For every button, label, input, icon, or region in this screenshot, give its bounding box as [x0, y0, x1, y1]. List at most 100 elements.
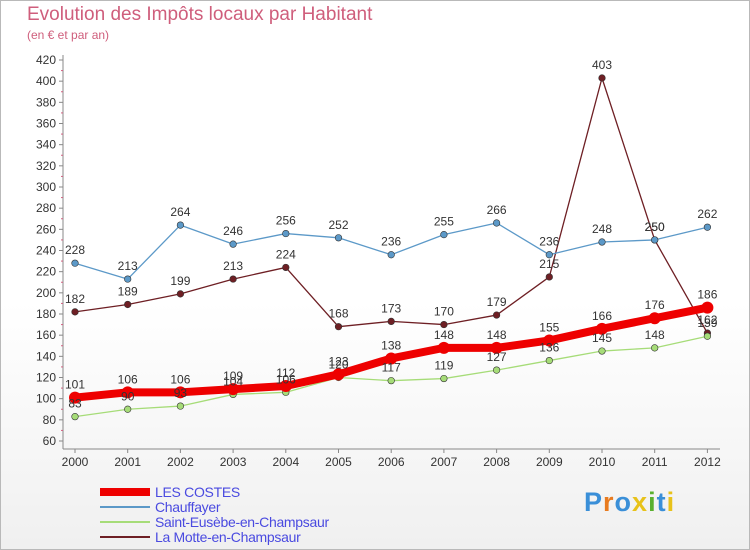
- y-tick-label: 380: [36, 95, 56, 109]
- data-point-les-costes: [332, 368, 345, 381]
- data-point-chauffayer: [387, 251, 395, 259]
- data-point-la-motte-en-champsaur: [545, 273, 553, 281]
- data-label-les-costes: 101: [65, 378, 85, 392]
- x-tick-label: 2002: [167, 455, 194, 469]
- data-label-chauffayer: 236: [381, 235, 401, 249]
- y-tick-label: 340: [36, 138, 56, 152]
- data-point-les-costes: [490, 341, 503, 354]
- data-point-saint-eusebe-en-champsaur: [493, 366, 501, 374]
- chart-title: Evolution des Impôts locaux par Habitant: [27, 4, 373, 25]
- data-label-saint-eusebe-en-champsaur: 127: [487, 350, 507, 364]
- data-label-chauffayer: 228: [65, 243, 85, 257]
- data-label-chauffayer: 246: [223, 224, 243, 238]
- data-point-chauffayer: [440, 231, 448, 239]
- data-point-chauffayer: [651, 236, 659, 244]
- data-point-les-costes: [596, 322, 608, 335]
- data-label-saint-eusebe-en-champsaur: 159: [697, 316, 717, 330]
- data-label-saint-eusebe-en-champsaur: 145: [592, 331, 612, 345]
- logo-letter: P: [584, 487, 604, 517]
- logo-letter: i: [666, 487, 676, 517]
- data-point-les-costes: [227, 383, 240, 396]
- x-tick-label: 2008: [483, 455, 510, 469]
- data-label-chauffayer: 262: [697, 207, 717, 221]
- data-point-saint-eusebe-en-champsaur: [703, 332, 712, 340]
- data-point-chauffayer: [334, 234, 343, 242]
- data-label-la-motte-en-champsaur: 173: [381, 301, 401, 315]
- data-label-chauffayer: 256: [276, 214, 296, 228]
- y-tick-label: 360: [36, 117, 56, 131]
- data-point-la-motte-en-champsaur: [71, 308, 79, 316]
- data-point-les-costes: [121, 386, 134, 399]
- data-point-chauffayer: [176, 221, 184, 229]
- data-point-saint-eusebe-en-champsaur: [176, 402, 184, 410]
- data-point-la-motte-en-champsaur: [229, 275, 237, 283]
- data-point-les-costes: [648, 312, 661, 325]
- data-point-les-costes: [701, 301, 714, 314]
- data-label-la-motte-en-champsaur: 182: [65, 292, 85, 306]
- y-tick-label: 160: [36, 328, 56, 342]
- y-tick-label: 100: [36, 392, 56, 406]
- x-tick-label: 2007: [431, 455, 458, 469]
- data-point-chauffayer: [598, 238, 606, 246]
- data-label-la-motte-en-champsaur: 189: [118, 284, 138, 298]
- data-point-la-motte-en-champsaur: [598, 74, 606, 82]
- data-label-les-costes: 155: [539, 320, 559, 334]
- data-label-chauffayer: 264: [170, 205, 190, 219]
- data-point-la-motte-en-champsaur: [387, 317, 395, 326]
- data-label-les-costes: 176: [645, 298, 665, 312]
- y-tick-label: 180: [36, 307, 56, 321]
- x-tick-label: 2001: [114, 455, 141, 469]
- data-point-chauffayer: [282, 229, 290, 238]
- y-tick-label: 140: [36, 349, 56, 363]
- data-label-chauffayer: 266: [487, 203, 507, 217]
- x-tick-label: 2006: [378, 455, 405, 469]
- data-label-la-motte-en-champsaur: 215: [539, 257, 559, 271]
- x-tick-label: 2010: [589, 455, 616, 469]
- data-point-chauffayer: [229, 240, 237, 248]
- y-tick-label: 400: [36, 74, 56, 88]
- data-label-chauffayer: 255: [434, 215, 454, 229]
- x-tick-label: 2004: [272, 455, 299, 469]
- y-tick-label: 420: [36, 53, 56, 67]
- data-point-la-motte-en-champsaur: [493, 311, 501, 319]
- data-point-saint-eusebe-en-champsaur: [71, 413, 79, 421]
- data-label-saint-eusebe-en-champsaur: 117: [382, 361, 401, 375]
- legend-swatch: [100, 488, 150, 496]
- y-tick-label: 120: [36, 371, 56, 385]
- data-point-chauffayer: [124, 275, 132, 283]
- x-tick-label: 2012: [694, 455, 721, 469]
- data-label-saint-eusebe-en-champsaur: 93: [174, 386, 188, 400]
- data-label-les-costes: 106: [118, 372, 138, 386]
- x-tick-label: 2000: [62, 455, 89, 469]
- y-tick-label: 220: [36, 265, 56, 279]
- data-label-la-motte-en-champsaur: 179: [487, 295, 507, 309]
- data-label-saint-eusebe-en-champsaur: 148: [645, 328, 665, 342]
- y-tick-label: 300: [36, 180, 56, 194]
- data-label-les-costes: 112: [276, 366, 295, 380]
- legend-label: Chauffayer: [155, 499, 221, 515]
- data-label-la-motte-en-champsaur: 224: [276, 247, 296, 261]
- x-tick-label: 2003: [220, 455, 247, 469]
- data-point-saint-eusebe-en-champsaur: [545, 356, 553, 365]
- data-label-la-motte-en-champsaur: 199: [170, 274, 190, 288]
- data-point-les-costes: [279, 379, 292, 392]
- legend-swatch: [100, 506, 150, 508]
- data-label-les-costes: 123: [328, 354, 348, 368]
- logo-letter: t: [656, 487, 667, 517]
- data-point-les-costes: [69, 391, 81, 404]
- x-tick-label: 2011: [642, 455, 668, 469]
- data-point-les-costes: [385, 352, 398, 365]
- data-label-chauffayer: 236: [539, 235, 559, 249]
- data-point-chauffayer: [703, 223, 712, 231]
- data-label-saint-eusebe-en-champsaur: 119: [434, 359, 453, 373]
- data-label-les-costes: 186: [697, 288, 717, 302]
- data-label-saint-eusebe-en-champsaur: 83: [68, 397, 82, 411]
- data-label-la-motte-en-champsaur: 162: [697, 313, 717, 327]
- logo-letter: r: [603, 487, 615, 517]
- logo-letter: o: [614, 487, 633, 517]
- x-tick-label: 2005: [325, 455, 352, 469]
- logo-letter: x: [632, 487, 649, 517]
- legend-label: La Motte-en-Champsaur: [155, 529, 301, 545]
- data-label-la-motte-en-champsaur: 170: [434, 305, 454, 319]
